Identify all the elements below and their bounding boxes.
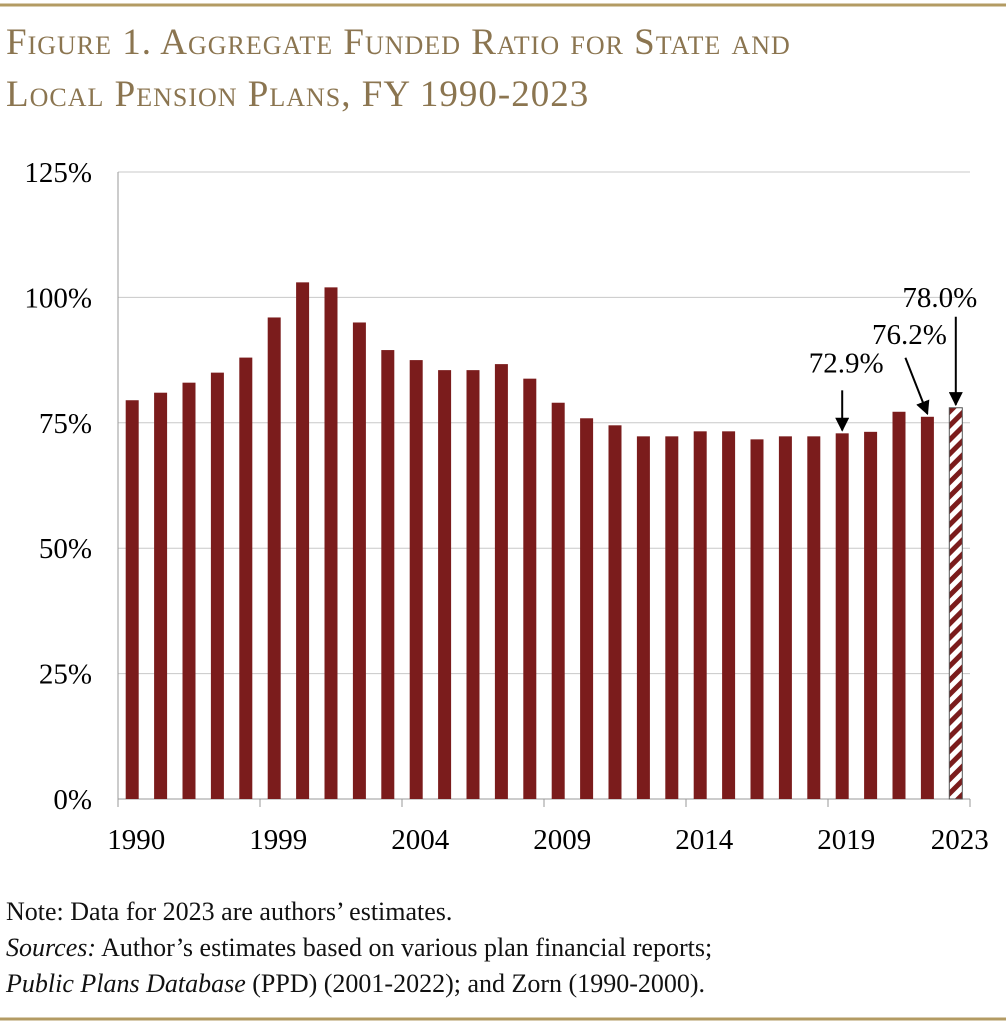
bar [580, 418, 594, 799]
x-tick-label: 2023 [931, 824, 989, 856]
note: Note: Data for 2023 are authors’ estimat… [6, 897, 453, 926]
bar [494, 364, 508, 799]
bar [296, 282, 310, 799]
x-tick-label: 2019 [817, 824, 875, 856]
bar [154, 392, 168, 799]
bar [438, 370, 452, 799]
bar [381, 350, 395, 799]
x-tick-label: 1999 [249, 824, 307, 856]
bar [778, 436, 792, 799]
y-tick-label: 75% [39, 408, 92, 440]
y-tick-label: 50% [39, 533, 92, 565]
bar [608, 425, 622, 799]
notes: Note: Data for 2023 are authors’ estimat… [6, 894, 712, 1002]
bar [352, 322, 366, 799]
y-tick-label: 125% [24, 157, 92, 189]
bar [409, 360, 423, 799]
bar [210, 372, 224, 799]
bar [892, 411, 906, 799]
x-tick-label: 2014 [675, 824, 734, 856]
sources: Public Plans Database (PPD) (2001-2022);… [6, 966, 712, 1002]
y-tick-label: 0% [53, 784, 92, 816]
ppd-label: Public Plans Database [6, 969, 246, 998]
bar [466, 370, 480, 799]
bar [722, 431, 736, 799]
bar [636, 436, 650, 799]
y-tick-label: 25% [39, 659, 92, 691]
chart-title: Figure 1. Aggregate Funded Ratio for Sta… [6, 22, 791, 63]
bar [835, 433, 849, 799]
x-tick-label: 2004 [391, 824, 450, 856]
bar [693, 431, 707, 799]
y-tick-label: 100% [24, 282, 92, 314]
bar [267, 317, 281, 799]
x-tick-label: 1990 [107, 824, 165, 856]
sources-label: Sources: [6, 933, 97, 962]
bar [239, 357, 253, 799]
bar [324, 287, 338, 799]
bar [920, 416, 934, 799]
sources-text: Author’s estimates based on various plan… [96, 933, 713, 962]
chart-title: Local Pension Plans, FY 1990-2023 [6, 74, 589, 115]
x-tick-label: 2009 [533, 824, 591, 856]
ppd-text: (PPD) (2001-2022); and Zorn (1990-2000). [245, 969, 706, 998]
value-label: 72.9% [809, 347, 884, 379]
bar [182, 382, 196, 799]
bar [864, 431, 878, 799]
bar [807, 436, 821, 799]
bar [948, 407, 963, 800]
value-label: 76.2% [872, 319, 947, 351]
bar [125, 400, 139, 799]
annotation-arrow [904, 357, 930, 416]
sources: Sources: Author’s estimates based on var… [6, 930, 712, 966]
bar [523, 378, 537, 799]
bar [551, 402, 565, 799]
bar [665, 436, 679, 799]
bar [750, 439, 764, 799]
value-label: 78.0% [902, 282, 977, 314]
